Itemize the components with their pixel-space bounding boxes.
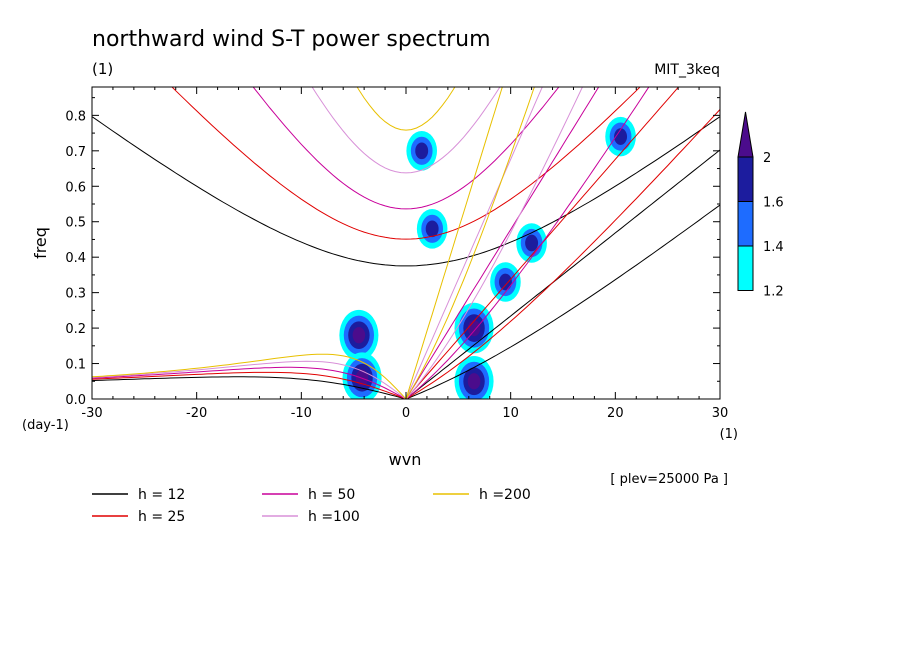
dispersion-curve [405,87,600,399]
colorbar-swatch [737,201,754,247]
colorbar-label: 1.4 [763,240,784,255]
dispersion-curve [92,116,720,267]
chart-title: northward wind S-T power spectrum [92,27,491,52]
contour-patch [498,273,512,291]
contour-patch [525,234,539,252]
y-tick-label: 0.3 [65,287,86,302]
contour-patch [425,220,439,238]
plev-annotation: [ plev=25000 Pa ] [610,472,728,487]
dispersion-curve [92,371,407,399]
dispersion-curve [405,87,503,399]
x-tick-label: 0 [402,406,410,421]
y-tick-label: 0.8 [65,109,86,124]
y-tick-label: 0.6 [65,180,86,195]
chart-subtitle-left: (1) [92,60,113,78]
y-axis-unit: (day-1) [22,418,69,433]
colorbar-label: 1.2 [763,285,784,300]
y-tick-label: 0.0 [65,393,86,408]
contour-patch [614,128,628,145]
dispersion-curve [311,87,501,174]
y-tick-label: 0.1 [65,358,86,373]
x-axis-label: wvn [389,450,422,469]
dispersion-curve [171,87,641,240]
legend-label: h =200 [479,487,531,503]
legend: h = 12 h = 25 h = 50 h =100 h =200 [92,487,531,525]
x-tick-label: 20 [607,406,624,421]
dispersion-curves [92,87,720,399]
y-axis-label: freq [31,227,50,259]
dispersion-curve [405,149,720,399]
y-tick-label: 0.4 [65,251,86,266]
contour-patch [352,327,366,344]
legend-label: h =100 [308,509,360,525]
x-tick-label: -20 [186,406,207,421]
y-tick-label: 0.5 [65,216,86,231]
y-tick-label: 0.2 [65,322,86,337]
contour-patch [467,373,481,390]
colorbar-swatch [737,245,754,291]
dispersion-curve [405,87,650,399]
x-tick-label: 10 [502,406,519,421]
spectrum-contours [339,116,636,399]
legend-label: h = 50 [308,487,355,503]
dispersion-curve [405,109,720,399]
dispersion-curve [405,87,535,399]
colorbar: 2 1.6 1.4 1.2 [737,111,784,300]
dispersion-curve [356,87,456,131]
dispersion-curve [405,87,583,399]
y-tick-label: 0.7 [65,145,86,160]
dispersion-curve [252,87,560,210]
x-tick-label: -10 [291,406,312,421]
contour-patch [467,319,481,337]
colorbar-top-arrow [737,111,754,158]
y-axis-ticks: 0.0 0.1 0.2 0.3 0.4 0.5 0.6 0.7 0.8 [65,97,720,408]
dispersion-curve [405,87,680,399]
colorbar-swatch [737,156,754,202]
chart-subtitle-right: MIT_3keq [654,62,720,78]
dispersion-curve [92,353,407,399]
colorbar-label: 2 [763,151,771,166]
dispersion-curve [92,376,407,399]
dispersion-curve [405,87,543,399]
x-axis-unit: (1) [720,427,738,442]
dispersion-curve [405,204,720,399]
legend-label: h = 12 [138,487,185,503]
colorbar-label: 1.6 [763,196,784,211]
x-tick-label: -30 [81,406,102,421]
legend-label: h = 25 [138,509,185,525]
x-axis-ticks: -30 -20 -10 0 10 20 30 [81,87,728,421]
dispersion-curve [92,366,407,399]
contour-patch [415,142,429,160]
x-tick-label: 30 [712,406,729,421]
dispersion-curve [92,360,407,399]
